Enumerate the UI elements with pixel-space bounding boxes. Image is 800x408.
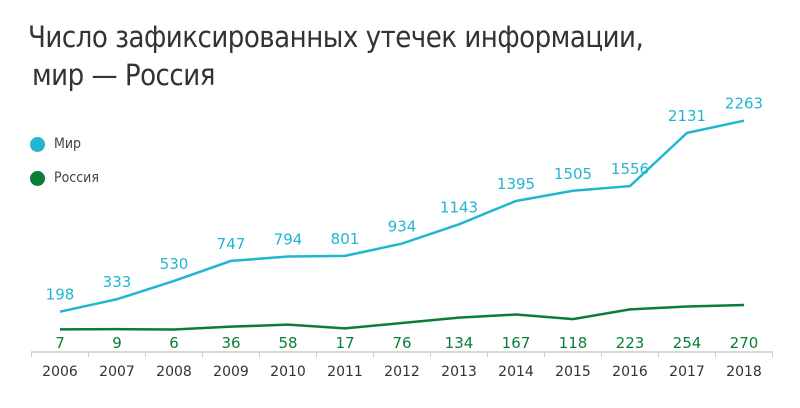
series-line-world [59,119,745,313]
x-tick-label: 2006 [42,364,78,380]
data-label-world: 198 [46,286,75,304]
data-label-world: 934 [388,218,417,236]
data-label-russia: 6 [169,334,179,352]
x-tick-label: 2015 [555,364,591,380]
x-tick-label: 2013 [441,364,477,380]
data-label-world: 1143 [440,198,478,216]
legend-item-russia: Россия [30,170,99,186]
data-label-russia: 167 [502,334,531,352]
data-label-world: 1556 [611,160,649,178]
x-tick-label: 2016 [612,364,648,380]
x-tick-label: 2007 [99,364,135,380]
legend-item-world: Мир [30,136,81,152]
x-tick-label: 2009 [213,364,249,380]
x-tick-label: 2014 [498,364,534,380]
data-label-russia: 270 [730,334,759,352]
chart-title-line1: Число зафиксированных утечек информации, [28,20,644,54]
x-tick-label: 2017 [669,364,705,380]
legend-label-world: Мир [54,136,82,152]
data-label-russia: 254 [673,334,702,352]
data-label-world: 2263 [725,95,763,113]
data-label-russia: 9 [112,334,122,352]
data-label-russia: 58 [278,334,297,352]
legend-dot-world [30,136,45,152]
x-tick-label: 2008 [156,364,192,380]
data-label-world: 747 [217,235,246,253]
data-label-world: 333 [103,273,132,291]
data-label-russia: 7 [55,334,65,352]
data-label-world: 794 [274,231,303,249]
data-label-world: 2131 [668,107,706,125]
series-line-russia [59,303,745,331]
data-label-world: 530 [160,255,189,273]
data-label-russia: 118 [559,334,588,352]
legend-label-russia: Россия [54,170,99,186]
legend-dot-russia [30,170,45,186]
x-tick-label: 2018 [726,364,762,380]
data-label-russia: 223 [616,334,645,352]
data-label-world: 1395 [497,175,535,193]
data-label-world: 1505 [554,165,592,183]
data-label-russia: 36 [221,334,240,352]
data-label-world: 801 [331,230,360,248]
data-label-russia: 17 [335,334,354,352]
chart-title-line2: мир — Россия [32,58,215,92]
data-label-russia: 134 [445,334,474,352]
x-tick-label: 2012 [384,364,420,380]
x-tick-label: 2010 [270,364,306,380]
data-label-russia: 76 [392,334,411,352]
x-tick-label: 2011 [327,364,363,380]
